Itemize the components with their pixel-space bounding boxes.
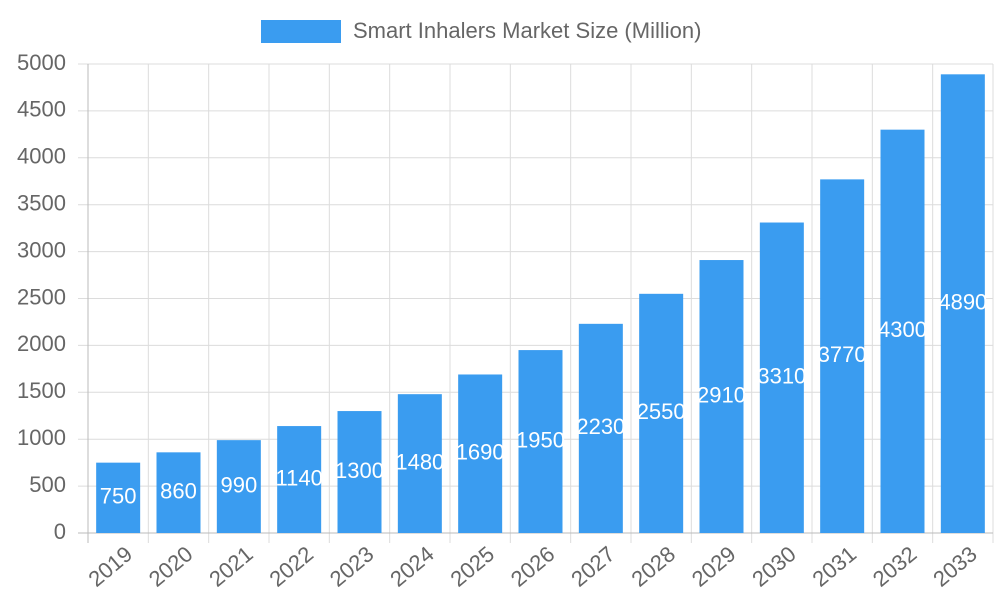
value-label: 2910 xyxy=(697,382,746,407)
legend-label: Smart Inhalers Market Size (Million) xyxy=(353,18,701,43)
bar xyxy=(397,394,442,533)
bar xyxy=(216,440,261,533)
y-tick-label: 1500 xyxy=(17,378,66,403)
bar xyxy=(518,350,563,533)
bar xyxy=(277,426,322,533)
bar xyxy=(337,411,382,533)
value-label: 1300 xyxy=(335,458,384,483)
bar xyxy=(759,222,804,533)
x-tick-label: 2033 xyxy=(928,541,982,592)
value-label: 4300 xyxy=(878,317,927,342)
y-tick-label: 5000 xyxy=(17,50,66,75)
bar xyxy=(96,462,141,533)
x-tick-label: 2024 xyxy=(385,541,439,592)
x-tick-label: 2032 xyxy=(868,541,922,592)
legend-swatch xyxy=(261,20,341,43)
y-tick-label: 2000 xyxy=(17,331,66,356)
value-label: 1690 xyxy=(456,440,505,465)
x-tick-label: 2025 xyxy=(446,541,500,592)
y-tick-label: 3500 xyxy=(17,191,66,216)
y-tick-label: 2500 xyxy=(17,284,66,309)
value-label: 750 xyxy=(100,484,137,509)
y-tick-label: 500 xyxy=(29,472,66,497)
y-tick-label: 0 xyxy=(54,519,66,544)
x-tick-label: 2023 xyxy=(325,541,379,592)
value-label: 3310 xyxy=(757,364,806,389)
value-label: 1950 xyxy=(516,427,565,452)
y-tick-label: 4000 xyxy=(17,144,66,169)
x-tick-label: 2026 xyxy=(506,541,560,592)
x-tick-label: 2022 xyxy=(265,541,319,592)
bar xyxy=(578,323,623,533)
value-label: 4890 xyxy=(938,289,987,314)
x-tick-label: 2021 xyxy=(204,541,258,592)
bar xyxy=(880,129,925,533)
value-label: 860 xyxy=(160,478,197,503)
value-label: 2550 xyxy=(637,399,686,424)
value-label: 1480 xyxy=(395,449,444,474)
y-tick-label: 4500 xyxy=(17,97,66,122)
y-tick-label: 1000 xyxy=(17,425,66,450)
y-tick-label: 3000 xyxy=(17,237,66,262)
bar xyxy=(639,293,684,533)
value-label: 990 xyxy=(220,472,257,497)
bar xyxy=(940,74,985,534)
bar xyxy=(458,374,503,533)
value-label: 2230 xyxy=(576,414,625,439)
x-tick-label: 2031 xyxy=(808,541,862,592)
value-label: 1140 xyxy=(276,465,323,490)
bar xyxy=(820,179,865,533)
bar xyxy=(699,260,744,533)
x-tick-label: 2019 xyxy=(84,541,138,592)
x-tick-label: 2020 xyxy=(144,541,198,592)
value-label: 3770 xyxy=(818,342,867,367)
bar xyxy=(156,452,201,533)
x-tick-label: 2029 xyxy=(687,541,741,592)
x-tick-label: 2030 xyxy=(747,541,801,592)
x-tick-label: 2028 xyxy=(627,541,681,592)
x-tick-label: 2027 xyxy=(566,541,620,592)
